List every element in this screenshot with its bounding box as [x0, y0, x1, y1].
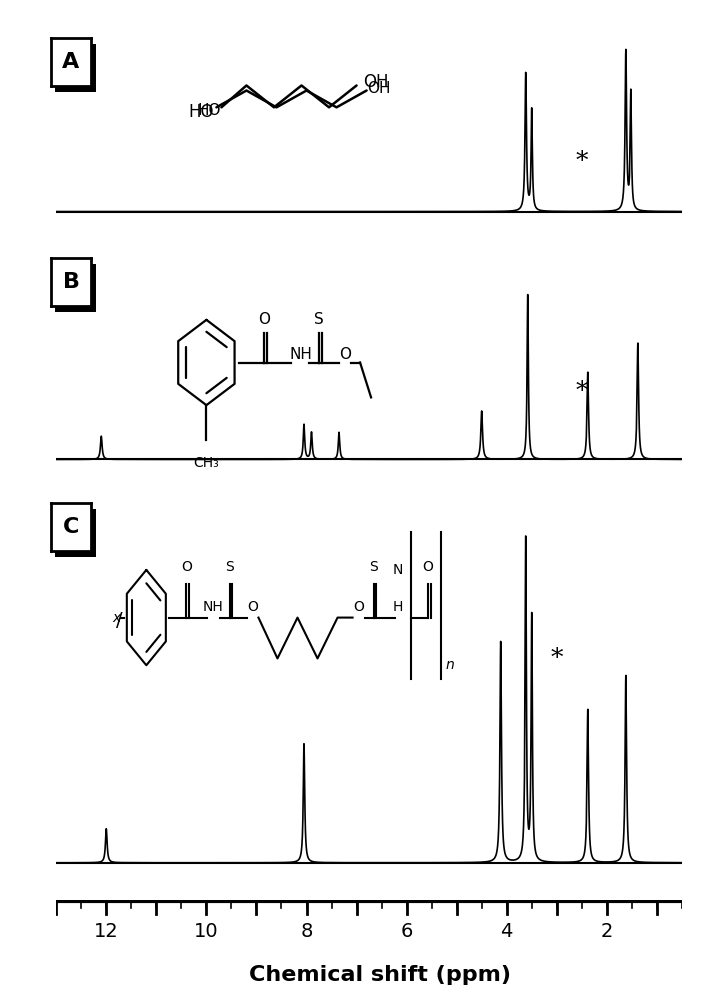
Text: S: S [369, 560, 378, 574]
Text: /: / [117, 611, 123, 630]
Text: NH: NH [203, 600, 224, 614]
Text: O: O [247, 600, 258, 614]
Text: O: O [353, 600, 364, 614]
Text: 8: 8 [300, 922, 313, 941]
Text: 10: 10 [194, 922, 219, 941]
Text: O: O [423, 560, 434, 574]
Text: OH: OH [368, 81, 391, 96]
Text: 12: 12 [94, 922, 119, 941]
Text: *: * [576, 380, 588, 403]
Text: N: N [392, 563, 403, 577]
Text: 6: 6 [401, 922, 413, 941]
Text: O: O [181, 560, 192, 574]
Text: C: C [63, 517, 79, 537]
Text: x: x [112, 611, 120, 625]
Text: OH: OH [363, 73, 388, 91]
Text: n: n [445, 658, 454, 672]
Text: HO: HO [197, 103, 221, 118]
Text: O: O [258, 312, 270, 327]
Text: 2: 2 [600, 922, 613, 941]
Text: *: * [550, 647, 563, 670]
Text: H: H [392, 600, 403, 614]
Text: S: S [314, 312, 324, 327]
Text: O: O [339, 347, 351, 362]
Text: S: S [226, 560, 234, 574]
Text: B: B [63, 272, 79, 292]
Text: CH₃: CH₃ [193, 456, 219, 470]
Text: *: * [576, 150, 588, 173]
Text: NH: NH [289, 347, 312, 362]
Text: Chemical shift (ppm): Chemical shift (ppm) [249, 965, 510, 985]
Text: A: A [63, 52, 79, 72]
Text: HO: HO [188, 103, 214, 121]
Text: 4: 4 [501, 922, 513, 941]
